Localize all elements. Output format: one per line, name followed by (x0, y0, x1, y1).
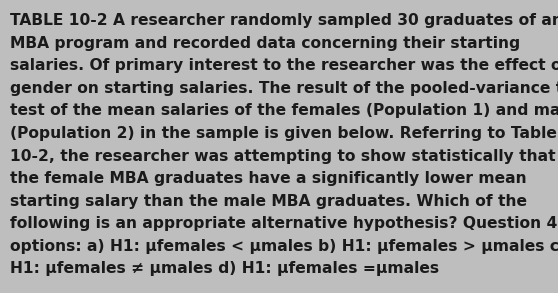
Text: 10-2, the researcher was attempting to show statistically that: 10-2, the researcher was attempting to s… (10, 149, 556, 163)
Text: salaries. Of primary interest to the researcher was the effect of: salaries. Of primary interest to the res… (10, 58, 558, 73)
Text: TABLE 10-2 A researcher randomly sampled 30 graduates of an: TABLE 10-2 A researcher randomly sampled… (10, 13, 558, 28)
Text: H1: μfemales ≠ μmales d) H1: μfemales =μmales: H1: μfemales ≠ μmales d) H1: μfemales =μ… (10, 261, 439, 276)
Text: test of the mean salaries of the females (Population 1) and males: test of the mean salaries of the females… (10, 103, 558, 118)
Text: starting salary than the male MBA graduates. Which of the: starting salary than the male MBA gradua… (10, 194, 527, 209)
Text: the female MBA graduates have a significantly lower mean: the female MBA graduates have a signific… (10, 171, 527, 186)
Text: following is an appropriate alternative hypothesis? Question 4: following is an appropriate alternative … (10, 216, 557, 231)
Text: gender on starting salaries. The result of the pooled-variance t: gender on starting salaries. The result … (10, 81, 558, 96)
Text: options: a) H1: μfemales < μmales b) H1: μfemales > μmales c): options: a) H1: μfemales < μmales b) H1:… (10, 239, 558, 254)
Text: MBA program and recorded data concerning their starting: MBA program and recorded data concerning… (10, 36, 520, 51)
Text: (Population 2) in the sample is given below. Referring to Table: (Population 2) in the sample is given be… (10, 126, 557, 141)
